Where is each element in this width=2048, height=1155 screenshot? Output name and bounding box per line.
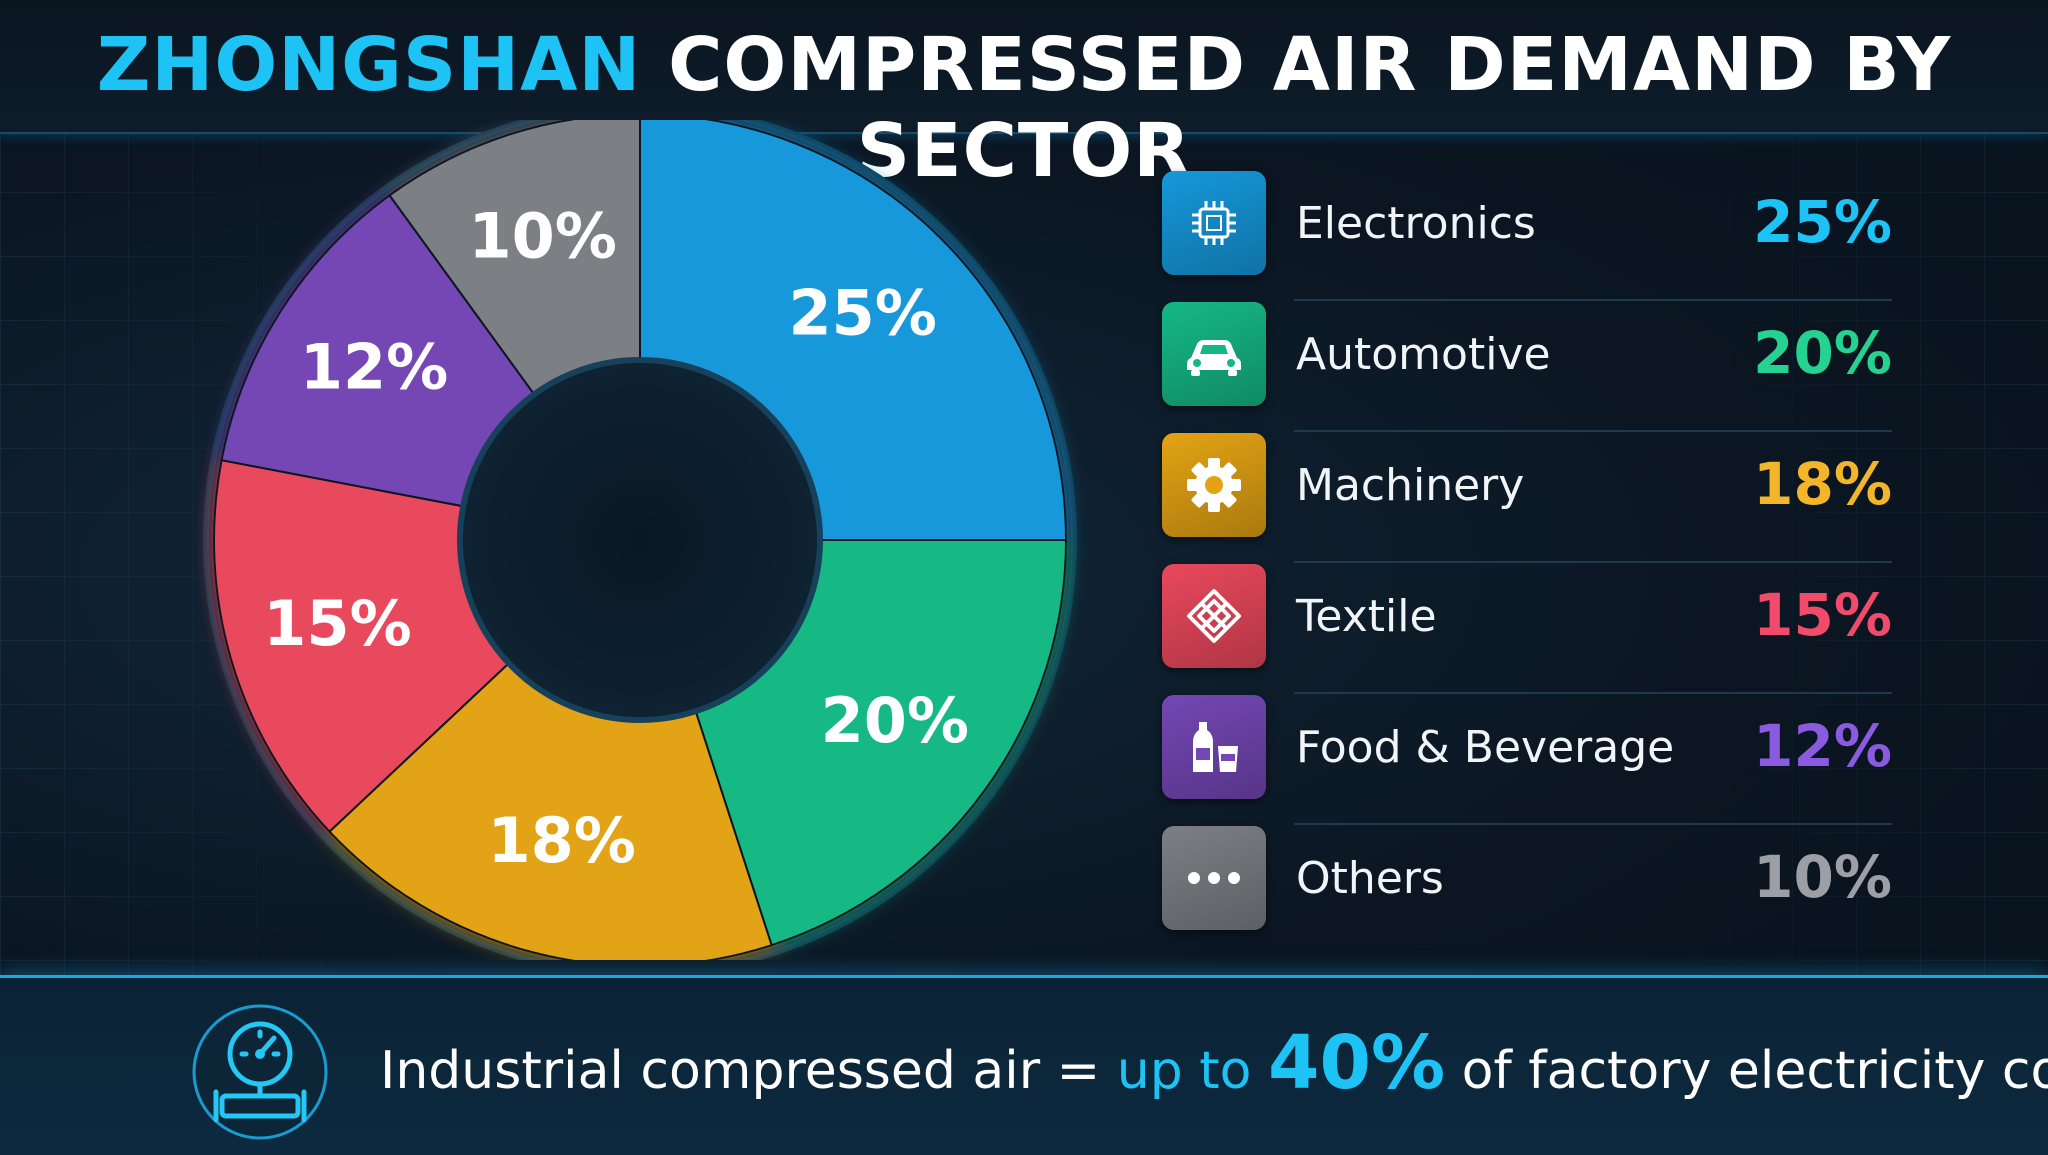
legend-value-electronics: 25%	[1753, 188, 1892, 256]
legend-item-food-beverage: Food & Beverage 12%	[1162, 694, 1892, 825]
donut-slices	[213, 120, 1068, 960]
legend-label-automotive: Automotive	[1296, 329, 1551, 380]
legend-swatch-others	[1162, 826, 1266, 930]
title-rest: COMPRESSED AIR DEMAND BY SECTOR	[668, 22, 1952, 194]
donut-labels: 25% 20% 18% 15% 12% 10%	[263, 200, 969, 878]
legend-value-automotive: 20%	[1753, 319, 1892, 387]
footer-highlight: up to	[1116, 1041, 1268, 1101]
ellipsis-icon	[1188, 872, 1240, 884]
slice-label-automotive: 20%	[821, 684, 969, 757]
textile-pattern-icon	[1187, 589, 1241, 643]
gear-icon	[1187, 458, 1241, 512]
slice-label-electronics: 25%	[789, 276, 937, 349]
footer-text-before: Industrial compressed air =	[380, 1041, 1117, 1101]
pressure-gauge-icon	[192, 1004, 328, 1140]
donut-hole	[457, 357, 823, 723]
legend-divider	[1294, 430, 1892, 432]
legend-item-machinery: Machinery 18%	[1162, 432, 1892, 563]
bottle-cup-icon	[1193, 722, 1238, 772]
legend-item-automotive: Automotive 20%	[1162, 301, 1892, 432]
legend-divider	[1294, 692, 1892, 694]
legend-value-textile: 15%	[1753, 581, 1892, 649]
legend-label-machinery: Machinery	[1296, 460, 1525, 511]
legend-swatch-electronics	[1162, 171, 1266, 275]
legend: Electronics 25% Automotive 20%	[1162, 170, 1892, 956]
title-bar: ZHONGSHAN COMPRESSED AIR DEMAND BY SECTO…	[0, 0, 2048, 194]
title-accent: ZHONGSHAN	[96, 22, 642, 108]
chart-title: ZHONGSHAN COMPRESSED AIR DEMAND BY SECTO…	[0, 22, 2048, 194]
footer-big-value: 40%	[1267, 1020, 1446, 1106]
legend-item-others: Others 10%	[1162, 825, 1892, 956]
legend-swatch-textile	[1162, 564, 1266, 668]
legend-label-textile: Textile	[1296, 591, 1437, 642]
legend-swatch-automotive	[1162, 302, 1266, 406]
slice-label-textile: 15%	[263, 587, 411, 660]
legend-value-machinery: 18%	[1753, 450, 1892, 518]
car-icon	[1187, 340, 1241, 376]
gauge-badge	[170, 1002, 350, 1142]
footer-banner: Industrial compressed air = up to 40% of…	[0, 975, 2048, 1155]
legend-label-electronics: Electronics	[1296, 198, 1536, 249]
footer-text-after: of factory electricity cost.	[1461, 1041, 2048, 1101]
slice-label-food-beverage: 12%	[300, 330, 448, 403]
slice-label-others: 10%	[468, 200, 616, 273]
legend-divider	[1294, 561, 1892, 563]
legend-label-others: Others	[1296, 853, 1444, 904]
donut-chart: 25% 20% 18% 15% 12% 10%	[203, 120, 1077, 960]
legend-value-food-beverage: 12%	[1753, 712, 1892, 780]
legend-divider	[1294, 299, 1892, 301]
legend-divider	[1294, 823, 1892, 825]
legend-item-electronics: Electronics 25%	[1162, 170, 1892, 301]
legend-swatch-food-beverage	[1162, 695, 1266, 799]
legend-item-textile: Textile 15%	[1162, 563, 1892, 694]
chip-icon	[1192, 201, 1236, 245]
legend-swatch-machinery	[1162, 433, 1266, 537]
legend-value-others: 10%	[1753, 843, 1892, 911]
legend-label-food-beverage: Food & Beverage	[1296, 722, 1675, 773]
slice-label-machinery: 18%	[487, 804, 635, 877]
footer-caption: Industrial compressed air = up to 40% of…	[380, 1020, 2048, 1106]
